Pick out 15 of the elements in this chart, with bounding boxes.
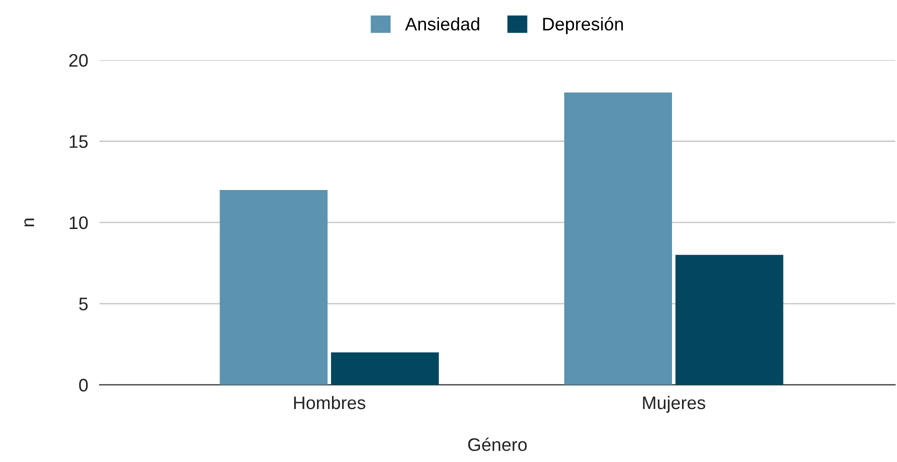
bar: [331, 352, 439, 385]
y-axis-title: n: [24, 218, 34, 226]
y-tick-label: 10: [70, 216, 88, 230]
y-tick-label: 5: [79, 298, 88, 310]
legend-label: Ansiedad: [405, 17, 480, 30]
x-tick-label: Hombres: [294, 396, 366, 410]
y-tick-label: 0: [79, 378, 88, 392]
x-axis-title: Género: [468, 438, 527, 452]
bar: [675, 254, 784, 385]
y-tick-label: 20: [69, 54, 88, 67]
x-tick-label: Mujeres: [643, 396, 706, 413]
y-tick-label: 15: [70, 135, 88, 148]
bar: [220, 190, 328, 385]
legend-label: Depresión: [543, 17, 623, 34]
bar: [564, 92, 672, 385]
